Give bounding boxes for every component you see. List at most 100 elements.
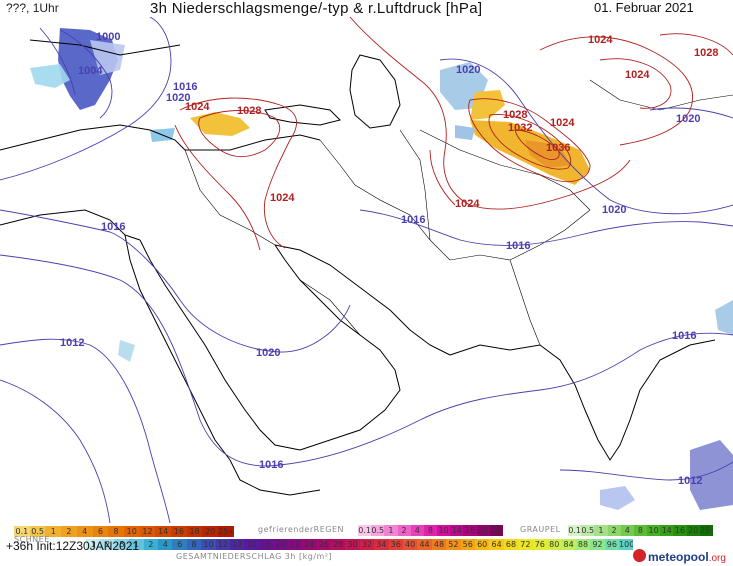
total-precip-swatch: 32: [359, 539, 375, 550]
pressure-label: 1024: [185, 101, 210, 113]
isobar-1012-africa: [0, 338, 171, 523]
total-precip-swatch: 22: [287, 539, 303, 550]
graupel-swatch: 16: [673, 525, 687, 536]
isobar-1004-nw: [59, 29, 113, 119]
total-precip-swatch: 5: [114, 539, 130, 550]
isobar-1032-kazakh: [488, 114, 572, 170]
weather-map: 1024 1028 1024 1016 1020 1024 1028 1024 …: [0, 17, 733, 523]
brand-logo[interactable]: meteopool.org: [648, 550, 726, 564]
forecast-date: 01. Februar 2021: [594, 0, 694, 15]
total-precip-swatch: 2: [100, 539, 115, 550]
total-precip-swatch: 20: [273, 539, 288, 550]
rain-patch-aral: [455, 125, 475, 140]
snow-scale-swatch: 16: [171, 526, 187, 537]
freezing-rain-swatch: 0.5: [371, 525, 385, 536]
total-precip-scale: 1 2 5 1 2 4 6 8 10 12 14 16 18 20 22 24 26 28 30 32 34 36 40 44…: [86, 539, 634, 550]
run-info: +36h Init:12Z30JAN2021: [6, 539, 140, 553]
graupel-swatch: 0.1: [568, 525, 582, 536]
pressure-label: 1020: [166, 92, 190, 104]
freezing-rain-swatch: 16: [463, 525, 477, 536]
freezing-rain-swatch: 1: [384, 525, 398, 536]
isobar-1012-se: [559, 461, 733, 481]
pressure-label: 1028: [694, 47, 718, 59]
snow-patch-kazakh: [470, 90, 505, 120]
total-precip-swatch: 40: [402, 539, 418, 550]
total-precip-label: GESAMTNIEDERSCHLAG 3h [kg/m²]: [176, 552, 333, 561]
brand-name: meteopool: [648, 550, 709, 564]
snow-scale-swatch: 0.5: [29, 526, 46, 537]
total-precip-swatch: 18: [258, 539, 274, 550]
total-precip-swatch: 12: [215, 539, 231, 550]
central-asia-border: [419, 129, 591, 211]
total-precip-swatch: 100: [619, 539, 634, 550]
total-precip-swatch: 4: [158, 539, 173, 550]
total-precip-swatch: 16: [244, 539, 259, 550]
total-precip-swatch: 52: [446, 539, 461, 550]
pressure-label: 1028: [237, 105, 261, 117]
snow-scale-swatch: 0.1: [14, 526, 30, 537]
pressure-label: 1024: [270, 192, 295, 204]
rain-patch-southeast: [690, 440, 733, 510]
snow-patch-turkey: [190, 112, 250, 136]
pressure-label: 1028: [503, 109, 527, 121]
freezing-rain-swatch: 14: [450, 525, 464, 536]
snow-scale-swatch: 1: [45, 526, 62, 537]
graupel-swatch: 2: [607, 525, 621, 536]
low-pressure-isobars: [0, 17, 733, 523]
pressure-label: 1012: [678, 475, 702, 487]
snow-scale: 0.1 0.5 1 2 4 6 8 10 12 14 16 18 20 25+: [14, 526, 234, 537]
borders: [184, 79, 733, 346]
isobar-1028-kazakh: [468, 98, 591, 183]
rain-patch-nw-light-2: [90, 40, 125, 75]
rain-patch-bay-bengal: [600, 486, 635, 510]
persian-gulf-coast: [274, 244, 451, 356]
isobar-1020-arabia: [0, 209, 351, 353]
total-precip-swatch: 24: [302, 539, 317, 550]
total-precip-swatch: 76: [532, 539, 547, 550]
graupel-swatch: 4: [620, 525, 634, 536]
pressure-label: 1036: [546, 142, 570, 154]
isobar-1016-nw: [0, 17, 172, 181]
freezing-rain-swatch: 8: [423, 525, 438, 536]
graupel-swatch: 14: [660, 525, 674, 536]
total-precip-swatch: 64: [489, 539, 504, 550]
total-precip-swatch: 96: [604, 539, 620, 550]
total-precip-swatch: 34: [374, 539, 389, 550]
pakistan-india-border: [509, 259, 541, 346]
graupel-label: GRAUPEL: [520, 525, 561, 534]
map-background: [0, 17, 733, 523]
snow-scale-swatch: 2: [61, 526, 77, 537]
total-precip-swatch: 30: [345, 539, 360, 550]
isobar-1016-india: [419, 332, 733, 421]
snow-scale-swatch: 20: [202, 526, 219, 537]
freezing-rain-swatch: 20: [476, 525, 490, 536]
isobar-1016-africa: [0, 254, 421, 467]
freezing-rain-swatch: 0.1: [358, 525, 372, 536]
freezing-rain-swatch: 4: [410, 525, 424, 536]
snow-scale-swatch: 8: [108, 526, 124, 537]
map-header: ???, 1Uhr 3h Niederschlagsmenge/-typ & r…: [0, 0, 733, 20]
graupel-swatch: 1: [594, 525, 608, 536]
total-precip-swatch: 14: [230, 539, 245, 550]
pressure-label: 1016: [173, 81, 197, 93]
pressure-label: 1016: [506, 240, 530, 252]
pressure-label: 1024: [455, 198, 480, 210]
freezing-rain-swatch: 2: [397, 525, 411, 536]
snow-label: SCHNEE: [14, 535, 50, 544]
isobar-1024-turkey: [179, 97, 297, 249]
total-precip-swatch: 28: [330, 539, 346, 550]
total-precip-swatch: 1: [129, 539, 144, 550]
total-precip-swatch: 10: [201, 539, 216, 550]
isobar-1020-turkey: [174, 124, 261, 251]
isobar-1028-turkey: [198, 110, 281, 158]
pressure-label: 1012: [60, 337, 84, 349]
total-precip-swatch: 1: [86, 539, 101, 550]
snow-scale-swatch: 6: [92, 526, 109, 537]
pressure-label: 1024: [588, 34, 613, 46]
high-pressure-isobars: [174, 17, 733, 251]
freezing-rain-label: gefrierenderREGEN: [258, 525, 344, 534]
red-sea-east-coast: [139, 239, 301, 451]
pressure-labels: 1024 1028 1024 1016 1020 1024 1028 1024 …: [60, 31, 718, 487]
rain-patch-redsea: [118, 340, 135, 362]
caspian-sea: [349, 54, 401, 129]
